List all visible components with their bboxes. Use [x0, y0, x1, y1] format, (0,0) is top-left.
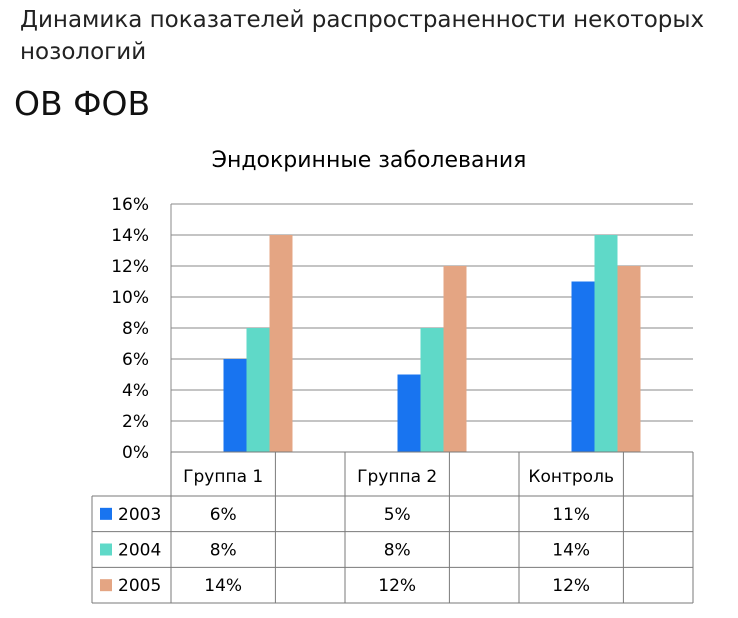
y-tick-label: 8%	[122, 319, 149, 339]
data-label: 8%	[384, 541, 411, 561]
legend-label: 2003	[118, 505, 161, 525]
x-category-label: Контроль	[528, 467, 614, 487]
y-tick-label: 14%	[111, 226, 149, 246]
data-label: 5%	[384, 505, 411, 525]
bar-2003-3	[571, 281, 595, 452]
bar-2003-2	[397, 374, 421, 452]
y-tick-label: 0%	[122, 443, 149, 463]
data-label: 12%	[378, 576, 416, 596]
data-label: 8%	[210, 541, 237, 561]
data-label: 14%	[552, 541, 590, 561]
x-category-label: Группа 2	[357, 467, 437, 487]
y-tick-label: 4%	[122, 381, 149, 401]
bar-2004-3	[594, 235, 618, 452]
page-subtitle: ОВ ФОВ	[14, 84, 151, 123]
legend-swatch-2004	[100, 543, 112, 556]
page-title: Динамика показателей распространенности …	[20, 7, 705, 65]
legend-label: 2004	[118, 541, 161, 561]
bar-2005-1	[269, 235, 293, 452]
bar-2005-3	[617, 266, 641, 452]
data-label: 11%	[552, 505, 590, 525]
bar-2003-1	[223, 359, 247, 452]
data-label: 12%	[552, 576, 590, 596]
y-tick-label: 10%	[111, 288, 149, 308]
legend-swatch-2003	[100, 507, 112, 520]
x-category-label: Группа 1	[183, 467, 263, 487]
legend-label: 2005	[118, 576, 161, 596]
bar-2005-2	[443, 266, 467, 452]
y-tick-label: 16%	[111, 195, 149, 215]
bar-2004-2	[420, 328, 444, 452]
data-label: 14%	[204, 576, 242, 596]
y-tick-label: 6%	[122, 350, 149, 370]
chart-title: Эндокринные заболевания	[211, 148, 527, 173]
data-label: 6%	[210, 505, 237, 525]
y-tick-label: 12%	[111, 257, 149, 277]
legend-swatch-2005	[100, 579, 112, 592]
bar-2004-1	[246, 328, 270, 452]
y-tick-label: 2%	[122, 412, 149, 432]
